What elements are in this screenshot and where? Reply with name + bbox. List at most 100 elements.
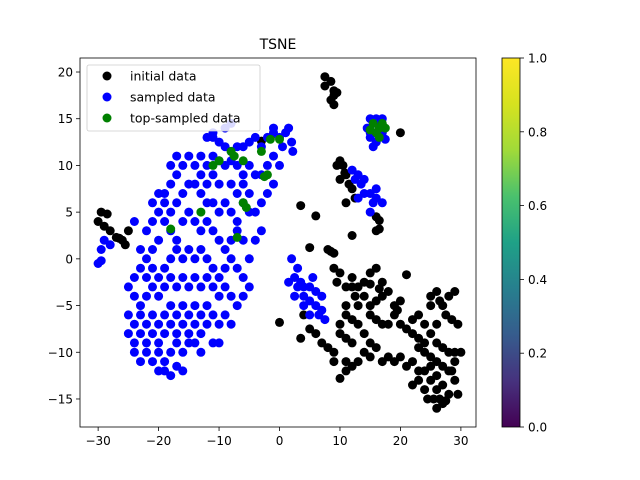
point-sampled-data-205 xyxy=(96,245,106,254)
point-sampled-data-200 xyxy=(166,371,176,381)
point-sampled-data-143 xyxy=(202,273,212,282)
point-sampled-data-56 xyxy=(166,160,176,170)
point-sampled-data-41 xyxy=(238,170,248,180)
point-sampled-data-159 xyxy=(178,301,188,311)
point-initial-data-140 xyxy=(414,375,424,385)
point-initial-data-40 xyxy=(329,248,339,258)
point-initial-data-104 xyxy=(438,343,448,353)
point-sampled-data-183 xyxy=(214,338,224,348)
point-top-sampled-data-6 xyxy=(374,132,384,142)
legend-marker-initial xyxy=(102,71,112,81)
point-sampled-data-174 xyxy=(160,329,170,339)
point-sampled-data-61 xyxy=(208,198,218,208)
point-sampled-data-53 xyxy=(166,179,176,189)
legend-marker-sampled xyxy=(102,92,112,102)
point-sampled-data-225 xyxy=(284,277,294,287)
point-initial-data-12 xyxy=(105,226,115,236)
point-sampled-data-177 xyxy=(178,319,188,329)
point-initial-data-41 xyxy=(395,128,405,138)
point-initial-data-154 xyxy=(447,366,457,376)
point-sampled-data-184 xyxy=(129,347,139,357)
point-sampled-data-33 xyxy=(269,123,278,133)
point-initial-data-17 xyxy=(114,233,124,243)
point-top-sampled-data-8 xyxy=(229,151,239,161)
point-sampled-data-55 xyxy=(172,151,182,161)
legend-marker-top-sampled xyxy=(102,113,112,123)
point-initial-data-107 xyxy=(456,347,466,357)
point-sampled-data-91 xyxy=(172,235,182,245)
point-sampled-data-89 xyxy=(160,217,170,226)
point-top-sampled-data-15 xyxy=(208,160,218,170)
point-sampled-data-131 xyxy=(129,291,139,301)
point-sampled-data-98 xyxy=(214,235,224,245)
point-sampled-data-52 xyxy=(172,170,182,180)
point-sampled-data-186 xyxy=(142,347,151,357)
point-initial-data-37 xyxy=(305,243,315,253)
point-sampled-data-96 xyxy=(202,217,212,226)
point-sampled-data-115 xyxy=(154,273,164,282)
y-tick-label: 0 xyxy=(65,252,73,266)
point-sampled-data-169 xyxy=(129,338,139,348)
point-sampled-data-151 xyxy=(129,319,139,329)
point-initial-data-25 xyxy=(335,174,345,184)
point-sampled-data-224 xyxy=(299,301,309,311)
point-initial-data-150 xyxy=(432,403,442,413)
point-sampled-data-140 xyxy=(184,282,194,292)
point-sampled-data-136 xyxy=(160,282,170,292)
point-top-sampled-data-16 xyxy=(214,156,224,166)
point-sampled-data-99 xyxy=(220,245,230,254)
point-sampled-data-238 xyxy=(371,184,381,194)
point-sampled-data-154 xyxy=(148,310,157,320)
y-tick-label: 5 xyxy=(65,206,73,220)
point-sampled-data-129 xyxy=(238,273,248,282)
point-sampled-data-166 xyxy=(220,310,230,320)
point-top-sampled-data-21 xyxy=(166,224,176,234)
point-sampled-data-132 xyxy=(136,301,145,311)
point-sampled-data-206 xyxy=(129,217,139,226)
point-sampled-data-123 xyxy=(202,254,212,264)
point-sampled-data-199 xyxy=(178,366,188,376)
point-initial-data-69 xyxy=(335,319,345,329)
x-tick-label: −20 xyxy=(146,434,171,448)
point-top-sampled-data-10 xyxy=(256,146,266,156)
point-initial-data-44 xyxy=(332,277,342,287)
point-sampled-data-48 xyxy=(196,151,206,161)
point-sampled-data-208 xyxy=(293,263,303,273)
scatter-points xyxy=(93,72,466,413)
point-initial-data-66 xyxy=(341,310,351,320)
point-sampled-data-94 xyxy=(190,217,200,226)
point-sampled-data-32 xyxy=(288,146,298,156)
point-initial-data-98 xyxy=(426,329,436,339)
point-initial-data-54 xyxy=(374,284,384,294)
point-sampled-data-35 xyxy=(269,151,278,161)
colorbar-tick-label: 0.4 xyxy=(528,273,547,287)
point-initial-data-79 xyxy=(392,305,402,315)
point-initial-data-58 xyxy=(353,301,363,311)
point-initial-data-49 xyxy=(371,263,381,273)
point-sampled-data-172 xyxy=(148,329,157,339)
colorbar-tick-label: 0.0 xyxy=(528,421,547,435)
point-top-sampled-data-20 xyxy=(196,207,206,217)
point-sampled-data-107 xyxy=(148,245,157,254)
point-top-sampled-data-5 xyxy=(380,123,390,133)
point-initial-data-118 xyxy=(389,357,399,367)
x-tick-label: 10 xyxy=(332,434,347,448)
point-initial-data-152 xyxy=(453,389,463,399)
point-sampled-data-71 xyxy=(269,179,278,189)
point-sampled-data-83 xyxy=(160,198,170,208)
point-initial-data-10 xyxy=(93,217,103,226)
point-initial-data-111 xyxy=(450,357,460,367)
point-sampled-data-167 xyxy=(226,319,236,329)
point-sampled-data-49 xyxy=(190,160,200,170)
point-sampled-data-114 xyxy=(148,263,157,273)
point-sampled-data-207 xyxy=(287,254,297,264)
point-initial-data-57 xyxy=(350,291,360,301)
point-sampled-data-190 xyxy=(166,347,176,357)
x-tick-label: 30 xyxy=(453,434,468,448)
point-sampled-data-80 xyxy=(178,189,188,198)
point-initial-data-129 xyxy=(341,357,351,367)
point-sampled-data-31 xyxy=(287,137,297,147)
point-initial-data-91 xyxy=(438,301,448,311)
point-initial-data-124 xyxy=(359,347,369,357)
